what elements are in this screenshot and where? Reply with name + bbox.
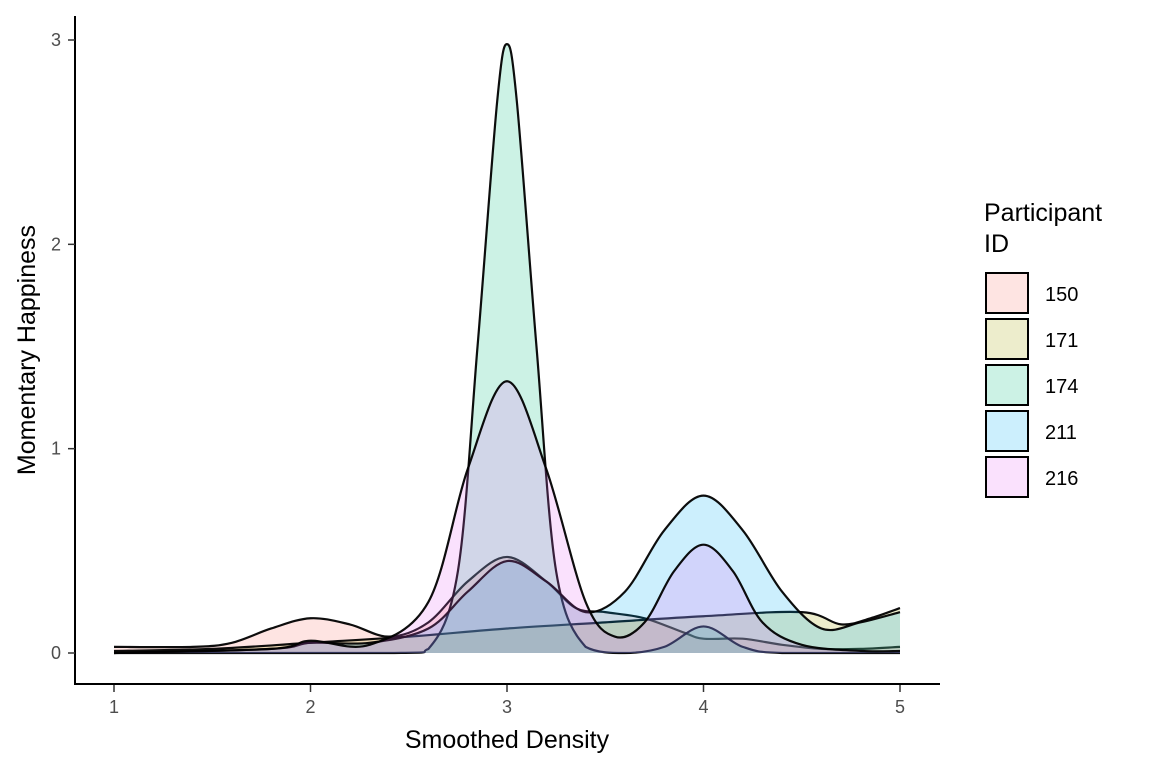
y-axis-title: Momentary Happiness	[13, 225, 41, 475]
y-tick-label: 3	[51, 30, 61, 50]
density-area-216	[114, 381, 900, 653]
legend-key-bg	[986, 411, 1028, 451]
x-tick-label: 3	[502, 697, 512, 717]
density-area-150	[114, 556, 900, 653]
density-area-174	[114, 44, 900, 653]
legend-label-216: 216	[1045, 468, 1078, 490]
y-axis-ticks: 0 1 2 3	[51, 30, 75, 663]
x-tick-label: 5	[895, 697, 905, 717]
y-tick-label: 2	[51, 234, 61, 254]
legend-key-bg	[986, 457, 1028, 497]
density-area-171	[114, 608, 900, 653]
legend-key-171	[985, 318, 1029, 360]
legend-key-bg	[986, 273, 1028, 313]
x-tick-label: 1	[109, 697, 119, 717]
legend-items: 150 171 174 211 216	[985, 272, 1078, 498]
legend-key-bg	[986, 365, 1028, 405]
legend: Participant ID 150 171 174 211 216	[984, 199, 1102, 498]
legend-title-line-1: Participant	[984, 199, 1102, 227]
x-tick-label: 2	[305, 697, 315, 717]
x-axis-ticks: 1 2 3 4 5	[109, 685, 905, 717]
density-line-174	[114, 42, 900, 655]
legend-label-174: 174	[1045, 376, 1078, 398]
legend-key-bg	[986, 319, 1028, 359]
legend-key-150	[985, 272, 1029, 314]
legend-label-171: 171	[1045, 330, 1078, 352]
legend-key-174	[985, 364, 1029, 406]
legend-label-211: 211	[1045, 422, 1077, 444]
x-tick-label: 4	[698, 697, 708, 717]
density-areas	[113, 42, 901, 655]
legend-key-211	[985, 410, 1029, 452]
y-tick-label: 1	[51, 439, 61, 459]
y-tick-label: 0	[51, 643, 61, 663]
legend-label-150: 150	[1045, 284, 1078, 306]
legend-key-216	[985, 456, 1029, 498]
density-line-216	[113, 380, 901, 655]
x-axis-title: Smoothed Density	[405, 726, 610, 754]
density-line-171	[113, 607, 901, 653]
legend-title-line-2: ID	[984, 230, 1009, 258]
density-area-211	[114, 495, 900, 653]
